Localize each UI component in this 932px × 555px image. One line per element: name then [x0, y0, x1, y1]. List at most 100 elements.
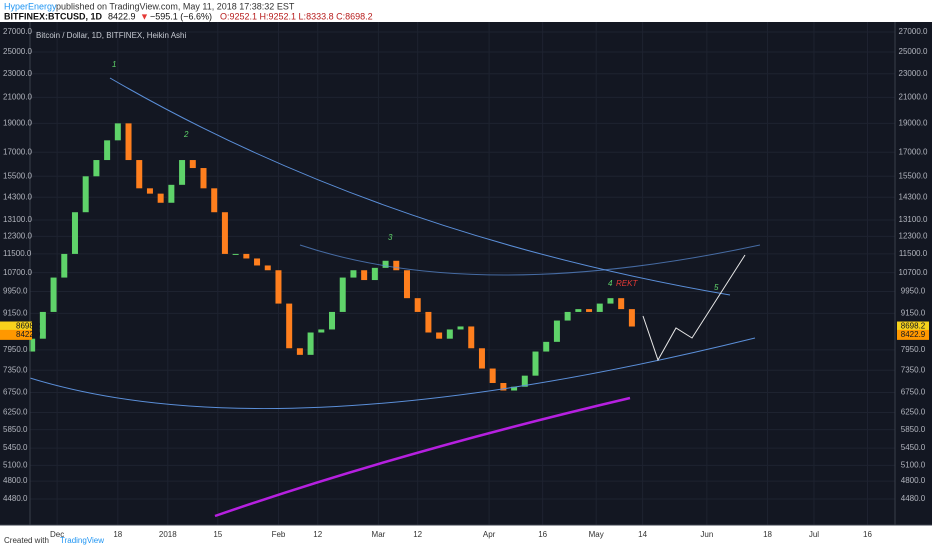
published: published on TradingView.com, May 11, 20… [56, 1, 295, 11]
y-tick-label: 23000.0 [3, 69, 32, 78]
y-tick-label: 5850.0 [3, 425, 28, 434]
x-tick-label: Apr [483, 530, 496, 539]
candle-body [628, 309, 635, 327]
y-tick-label: 5100.0 [3, 460, 28, 469]
x-tick-label: 14 [638, 530, 647, 539]
x-tick-label: 18 [763, 530, 772, 539]
price-label: 8422.9 [901, 330, 926, 339]
candle-body [553, 320, 560, 342]
x-tick-label: 12 [313, 530, 322, 539]
y-tick-label: 10700.0 [3, 268, 32, 277]
x-tick-label: 15 [213, 530, 222, 539]
y-tick-label: 6750.0 [901, 388, 926, 397]
candle-body [61, 253, 68, 278]
candle-body [179, 160, 186, 185]
candle-body [296, 348, 303, 355]
candle-body [478, 348, 485, 369]
candle-body [318, 329, 325, 333]
candle-body [157, 193, 164, 203]
y-tick-label: 21000.0 [899, 92, 928, 101]
chart-title: Bitcoin / Dollar, 1D, BITFINEX, Heikin A… [36, 31, 186, 40]
y-tick-label: 21000.0 [3, 92, 32, 101]
x-tick-label: 2018 [159, 530, 177, 539]
candle-body [414, 298, 421, 312]
wave-label: 2 [183, 130, 189, 139]
x-tick-label: 16 [538, 530, 547, 539]
symbol: BITFINEX:BTCUSD, 1D [4, 11, 103, 21]
change-arrow: ▼ [140, 11, 149, 21]
candle-body [564, 311, 571, 321]
y-tick-label: 5100.0 [901, 460, 926, 469]
y-tick-label: 6250.0 [901, 408, 926, 417]
candle-body [521, 375, 528, 387]
y-tick-label: 7950.0 [3, 345, 28, 354]
candle-body [125, 123, 132, 161]
candle-body [586, 309, 593, 312]
y-tick-label: 5450.0 [3, 443, 28, 452]
y-tick-label: 6250.0 [3, 408, 28, 417]
y-tick-label: 10700.0 [899, 268, 928, 277]
y-tick-label: 4800.0 [3, 476, 28, 485]
candle-body [618, 298, 625, 310]
y-tick-label: 9150.0 [901, 308, 926, 317]
candle-body [339, 277, 346, 312]
wave-label: 3 [388, 233, 393, 242]
drawings [29, 77, 761, 518]
candle-body [532, 351, 539, 376]
plot-background [0, 22, 932, 525]
candle-body [361, 270, 368, 281]
y-tick-label: 15500.0 [899, 171, 928, 180]
candle-body [350, 270, 357, 278]
candle-body [371, 267, 378, 281]
y-tick-label: 6750.0 [3, 388, 28, 397]
candle-body [403, 270, 410, 299]
candle-body [50, 277, 57, 312]
candle-body [607, 298, 614, 304]
x-tick-label: 16 [863, 530, 872, 539]
x-tick-label: 18 [113, 530, 122, 539]
footer-brand[interactable]: TradingView [60, 536, 104, 545]
price-label: 8422.9 [16, 330, 41, 339]
candle-body [436, 332, 443, 339]
candle-body [596, 303, 603, 312]
trend-arc [109, 77, 731, 296]
y-tick-label: 5450.0 [901, 443, 926, 452]
y-tick-label: 5850.0 [901, 425, 926, 434]
candle-body [146, 188, 153, 194]
footer-text: Created with [4, 536, 49, 545]
y-tick-label: 19000.0 [3, 118, 32, 127]
candle-body [382, 260, 389, 268]
projection [642, 254, 746, 362]
y-tick-label: 4800.0 [901, 476, 926, 485]
candle-body [168, 184, 175, 203]
candle-body [393, 260, 400, 271]
y-tick-label: 17000.0 [3, 147, 32, 156]
wave-label: 1 [112, 60, 116, 69]
x-tick-label: May [589, 530, 604, 539]
y-tick-label: 25000.0 [899, 47, 928, 56]
candle-body [329, 311, 336, 330]
candle-body [189, 160, 196, 169]
y-tick-label: 23000.0 [899, 69, 928, 78]
y-tick-label: 9950.0 [901, 287, 926, 296]
candle-body [93, 160, 100, 177]
author[interactable]: HyperEnergy [4, 1, 57, 11]
candle-body [286, 303, 293, 349]
candle-body [82, 176, 89, 213]
candle-body [243, 253, 250, 259]
x-tick-label: 12 [413, 530, 422, 539]
candle-body [71, 212, 78, 254]
candle-body [232, 253, 239, 255]
y-tick-label: 12300.0 [3, 232, 32, 241]
candle-body [575, 309, 582, 312]
last-price: 8422.9 [108, 11, 136, 21]
y-tick-label: 4480.0 [901, 494, 926, 503]
y-tick-label: 9150.0 [3, 308, 28, 317]
price-label-box [897, 329, 929, 340]
price-label-box [0, 321, 32, 332]
candle-body [104, 140, 111, 161]
y-tick-label: 13100.0 [3, 215, 32, 224]
y-tick-label: 12300.0 [899, 232, 928, 241]
